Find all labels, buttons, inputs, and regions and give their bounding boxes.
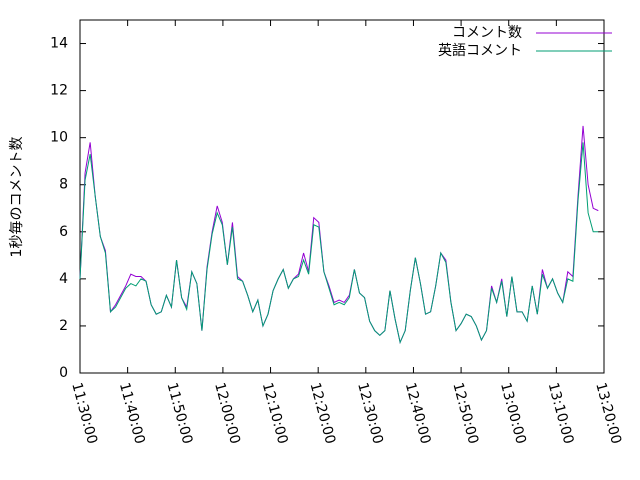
y-tick-label: 14 [50,36,68,52]
plot-frame [79,19,605,374]
x-tick-label: 12:50:00 [449,381,481,446]
x-tick-label: 12:00:00 [211,381,243,446]
y-tick-label: 10 [50,130,68,146]
x-tick-label: 13:20:00 [592,381,624,446]
x-tick-label: 12:10:00 [259,381,291,446]
legend-label: 英語コメント [438,42,522,59]
x-tick-label: 13:00:00 [497,381,529,446]
x-tick-label: 12:40:00 [402,381,434,446]
y-tick-label: 0 [59,365,68,381]
series-line [79,125,599,345]
y-axis-label: 1秒毎のコメント数 [9,137,25,258]
legend-label: コメント数 [452,25,522,41]
y-tick-label: 2 [59,318,68,334]
y-tick-label: 4 [59,271,68,287]
y-tick-label: 12 [50,83,68,99]
y-tick-label: 6 [59,224,68,240]
x-tick-label: 11:50:00 [164,381,196,446]
y-tick-label: 8 [59,177,68,193]
x-tick-label: 11:30:00 [68,381,100,446]
x-tick-label: 12:20:00 [306,381,338,446]
x-tick-label: 13:10:00 [545,381,577,446]
x-tick-label: 11:40:00 [116,381,148,446]
x-tick-label: 12:30:00 [354,381,386,446]
series-line [79,142,599,345]
